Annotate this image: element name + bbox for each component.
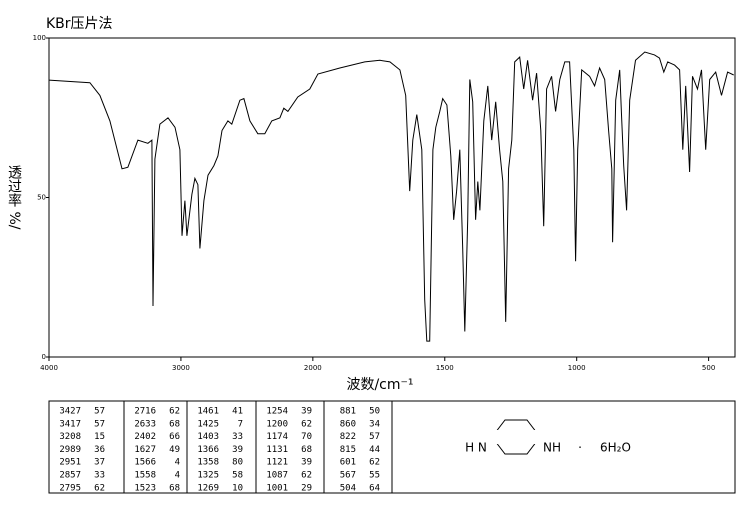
peak-transmittance: 58 [232, 471, 243, 481]
peak-wavenumber: 1461 [197, 407, 219, 417]
peak-wavenumber: 881 [340, 407, 356, 417]
peak-transmittance: 37 [94, 458, 105, 468]
peak-wavenumber: 504 [340, 483, 356, 493]
x-tick-label: 2000 [304, 364, 322, 372]
peak-transmittance: 33 [94, 471, 105, 481]
peak-wavenumber: 2402 [134, 432, 156, 442]
peak-wavenumber: 1087 [266, 471, 288, 481]
x-tick-label: 1500 [436, 364, 454, 372]
peak-wavenumber: 2989 [59, 445, 81, 455]
peak-transmittance: 70 [301, 432, 312, 442]
peak-transmittance: 15 [94, 432, 105, 442]
peak-wavenumber: 1174 [266, 432, 288, 442]
peak-wavenumber: 3427 [59, 407, 81, 417]
peak-wavenumber: 1325 [197, 471, 219, 481]
peak-wavenumber: 1425 [197, 419, 219, 429]
peak-transmittance: 29 [301, 483, 312, 493]
peak-transmittance: 50 [369, 407, 380, 417]
peak-transmittance: 34 [369, 419, 380, 429]
peak-transmittance: 33 [232, 432, 243, 442]
peak-transmittance: 10 [232, 483, 243, 493]
y-tick-label: 100 [33, 34, 46, 42]
peak-wavenumber: 2857 [59, 471, 81, 481]
peak-transmittance: 39 [232, 445, 243, 455]
peak-wavenumber: 601 [340, 458, 356, 468]
y-axis-label: 透过率 %/ [6, 165, 22, 230]
peak-wavenumber: 815 [340, 445, 356, 455]
peak-transmittance: 62 [94, 483, 105, 493]
peak-transmittance: 49 [169, 445, 180, 455]
peak-transmittance: 55 [369, 471, 380, 481]
structure-hydrate: 6H₂O [600, 441, 631, 455]
peak-transmittance: 57 [94, 407, 105, 417]
peak-wavenumber: 2795 [59, 483, 81, 493]
peak-transmittance: 4 [175, 471, 180, 481]
x-axis-label: 波数/cm⁻¹ [346, 377, 413, 393]
spectrum-line [48, 51, 734, 342]
peak-wavenumber: 1131 [266, 445, 288, 455]
peak-transmittance: 66 [169, 432, 180, 442]
structure-left: H N [465, 441, 487, 455]
peak-transmittance: 68 [301, 445, 312, 455]
peak-wavenumber: 1358 [197, 458, 219, 468]
peak-wavenumber: 3417 [59, 419, 81, 429]
structure [491, 419, 541, 455]
structure-dot: · [578, 441, 582, 455]
mask [486, 430, 498, 444]
peak-transmittance: 68 [169, 483, 180, 493]
peak-transmittance: 41 [232, 407, 243, 417]
peak-transmittance: 4 [175, 458, 180, 468]
structure-right: NH [543, 441, 561, 455]
peak-transmittance: 7 [238, 419, 243, 429]
peak-transmittance: 39 [301, 458, 312, 468]
peak-transmittance: 64 [369, 483, 380, 493]
chart-title: KBr压片法 [46, 16, 113, 32]
peak-transmittance: 62 [369, 458, 380, 468]
peak-wavenumber: 1200 [266, 419, 288, 429]
mask [534, 430, 548, 444]
peak-wavenumber: 1403 [197, 432, 219, 442]
peak-transmittance: 62 [301, 471, 312, 481]
peak-wavenumber: 1566 [134, 458, 156, 468]
peak-wavenumber: 1254 [266, 407, 288, 417]
peak-wavenumber: 822 [340, 432, 356, 442]
peak-wavenumber: 2633 [134, 419, 156, 429]
peak-wavenumber: 3208 [59, 432, 81, 442]
peak-transmittance: 39 [301, 407, 312, 417]
peak-wavenumber: 1001 [266, 483, 288, 493]
peak-transmittance: 57 [94, 419, 105, 429]
peak-wavenumber: 1269 [197, 483, 219, 493]
peak-wavenumber: 1558 [134, 471, 156, 481]
peak-wavenumber: 567 [340, 471, 356, 481]
peak-wavenumber: 860 [340, 419, 356, 429]
peak-transmittance: 44 [369, 445, 380, 455]
peak-wavenumber: 1366 [197, 445, 219, 455]
peak-transmittance: 57 [369, 432, 380, 442]
peak-wavenumber: 1121 [266, 458, 288, 468]
x-tick-label: 4000 [40, 364, 58, 372]
ring [491, 419, 541, 455]
peak-transmittance: 80 [232, 458, 243, 468]
peak-transmittance: 62 [301, 419, 312, 429]
peak-transmittance: 36 [94, 445, 105, 455]
peak-wavenumber: 1627 [134, 445, 156, 455]
peak-wavenumber: 1523 [134, 483, 156, 493]
x-tick-label: 3000 [172, 364, 190, 372]
peak-wavenumber: 2716 [134, 407, 156, 417]
y-tick-label: 0 [42, 353, 46, 361]
peak-transmittance: 68 [169, 419, 180, 429]
x-tick-label: 500 [702, 364, 715, 372]
peak-transmittance: 62 [169, 407, 180, 417]
x-tick-label: 1000 [568, 364, 586, 372]
peak-wavenumber: 2951 [59, 458, 81, 468]
y-tick-label: 50 [37, 194, 46, 202]
